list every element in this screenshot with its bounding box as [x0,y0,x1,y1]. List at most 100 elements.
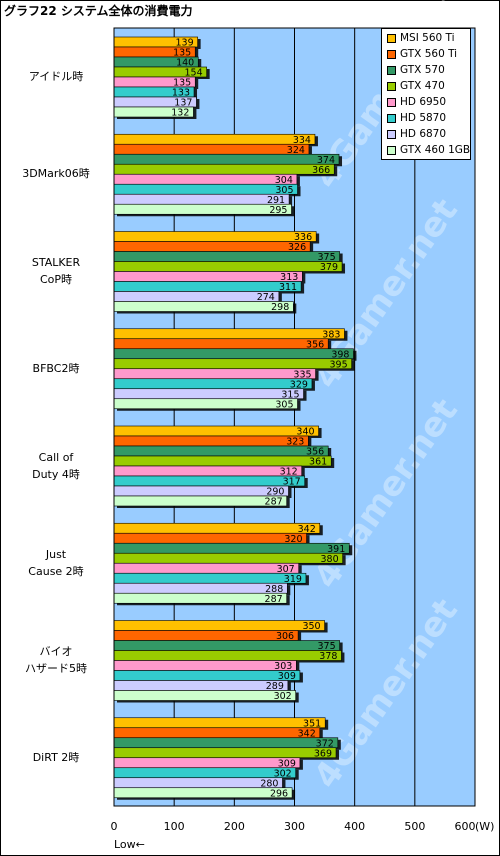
bar [113,338,329,350]
x-axis-note: Low← [114,838,145,851]
data-label: 351 [303,718,321,729]
data-label: 324 [287,145,305,156]
bar [113,630,299,641]
legend-swatch [387,145,396,155]
legend-item: GTX 470 [382,78,470,94]
data-label: 309 [278,758,296,769]
data-label: 304 [275,175,293,186]
data-label: 287 [265,497,283,508]
x-axis-unit: (W) [475,820,495,833]
data-label: 375 [317,641,335,652]
bar [113,542,350,554]
data-label: 329 [290,379,308,390]
category-label: 3DMark06時 [4,165,108,182]
data-label: 320 [284,534,302,545]
bar [113,301,294,312]
bar [113,640,340,651]
x-tick-label: 100 [163,820,185,833]
data-label: 133 [172,88,190,99]
legend-swatch [387,81,396,91]
bar [113,328,345,340]
bar [113,143,310,155]
bar [113,690,297,701]
data-label: 342 [298,728,316,739]
plot-border [113,27,476,807]
category-label-line: 3DMark06時 [22,167,90,181]
bar [113,153,340,165]
bar [113,717,326,729]
legend: MSI 560 Ti GTX 560 Ti GTX 570 GTX 470 HD 695… [381,28,471,160]
data-label: 369 [314,748,332,759]
data-label: 139 [175,38,193,49]
data-label: 342 [298,524,316,535]
bar [113,680,289,691]
bar [113,485,289,497]
data-label: 335 [293,369,311,380]
data-label: 135 [173,48,191,59]
data-label: 319 [284,574,302,585]
data-label: 350 [302,621,320,632]
legend-swatch [387,65,396,75]
bar [113,425,319,437]
category-label: BFBC2時 [4,360,108,377]
bar [113,737,339,749]
data-label: 288 [265,584,283,595]
legend-label: MSI 560 Ti [400,32,455,44]
legend-label: GTX 560 Ti [400,48,458,60]
bar [113,757,301,769]
legend-item: GTX 460 1GB [382,142,470,158]
bar [113,261,343,272]
data-label: 340 [296,427,314,438]
data-label: 378 [319,651,337,662]
bar [113,572,307,584]
legend-label: GTX 460 1GB [400,144,471,156]
data-label: 391 [327,544,345,555]
bar [113,445,329,457]
bar [113,231,317,242]
bar [113,747,337,759]
legend-label: HD 6950 [400,96,447,108]
data-label: 137 [174,98,192,109]
data-label: 302 [274,768,292,779]
bar [113,582,288,594]
bar [113,465,303,477]
x-tick-label: 500 [404,820,426,833]
category-label-line: STALKER [31,256,81,270]
legend-item: GTX 560 Ti [382,46,470,62]
bar [113,251,340,262]
data-label: 379 [320,262,338,273]
data-label: 326 [288,242,306,253]
bar [113,378,313,390]
data-label: 372 [316,738,334,749]
bar [113,592,287,604]
legend-label: GTX 470 [400,80,445,92]
data-label: 296 [270,788,288,799]
bar [113,475,306,487]
data-label: 291 [267,195,285,206]
bar [113,271,303,282]
data-label: 311 [279,282,297,293]
data-label: 303 [274,661,292,672]
data-label: 336 [294,232,312,243]
data-label: 140 [176,58,194,69]
bar [113,388,304,400]
data-label: 313 [280,272,298,283]
category-label: Call of Duty 4時 [4,449,108,483]
category-label: DiRT 2時 [4,749,108,766]
data-label: 395 [330,359,348,370]
legend-label: HD 5870 [400,112,447,124]
category-label-line: Call of [38,450,74,464]
data-label: 154 [185,68,203,79]
x-tick-label: 200 [223,820,245,833]
bar [113,495,287,507]
data-label: 315 [281,389,299,400]
data-label: 398 [331,349,349,360]
data-label: 323 [286,437,304,448]
category-label-line: バイオ [39,645,73,659]
data-label: 306 [276,631,294,642]
x-tick-label: 300 [284,820,305,833]
chart-title: グラフ22 システム全体の消費電力 [4,4,193,18]
bar [113,435,309,447]
data-label: 374 [317,155,335,166]
bar [113,562,300,574]
